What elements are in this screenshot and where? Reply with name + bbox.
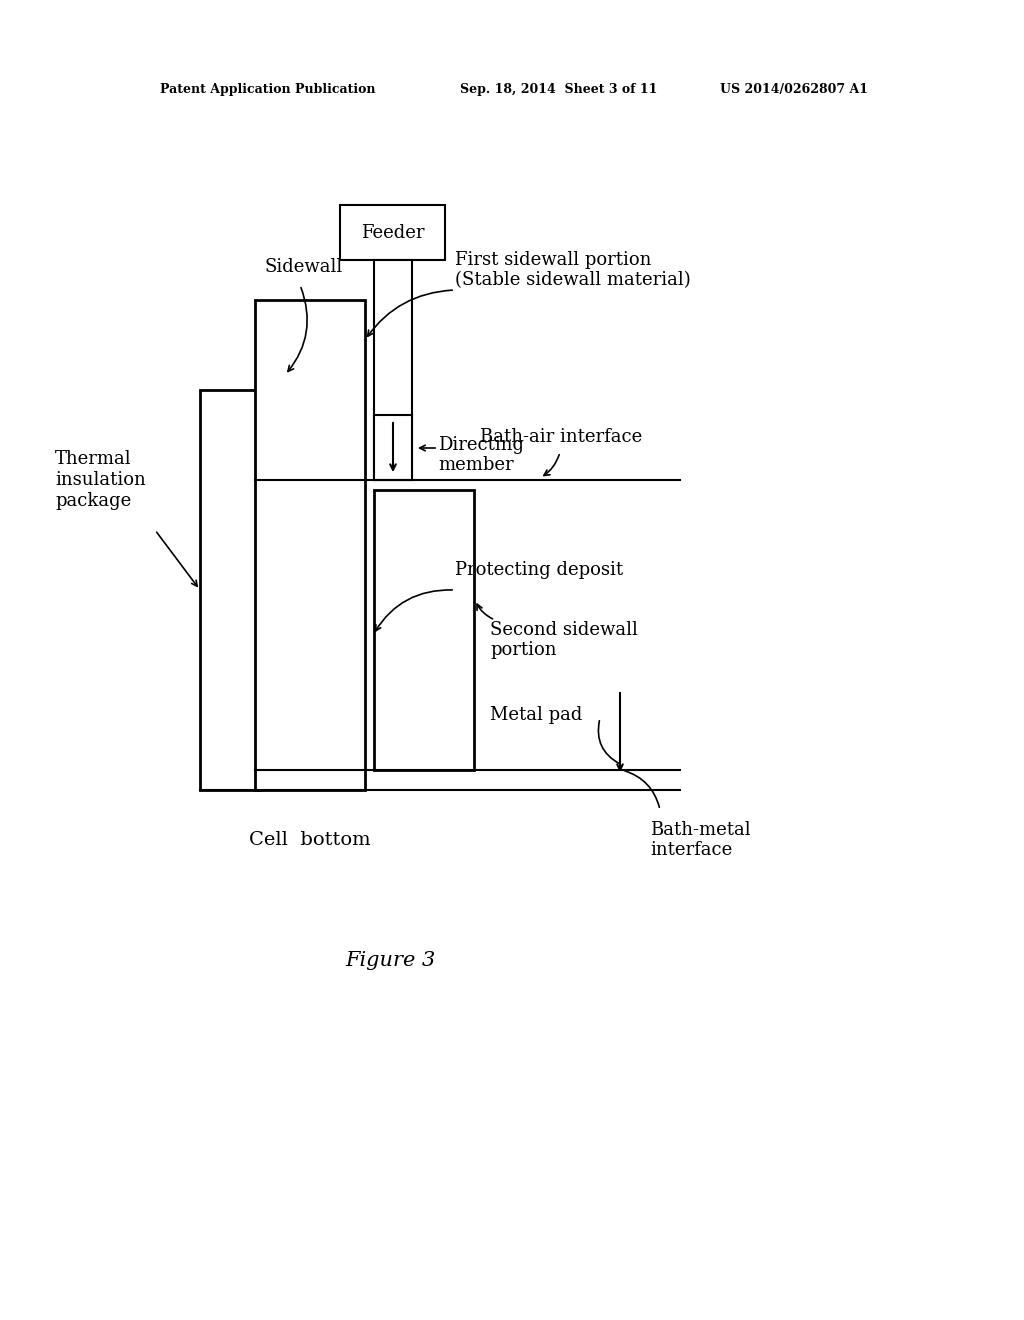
Text: Second sidewall
portion: Second sidewall portion — [490, 620, 638, 660]
Text: Directing
member: Directing member — [438, 436, 524, 474]
Text: Metal pad: Metal pad — [490, 706, 583, 723]
Text: First sidewall portion
(Stable sidewall material): First sidewall portion (Stable sidewall … — [455, 251, 691, 289]
Text: Feeder: Feeder — [360, 223, 424, 242]
Bar — [374, 490, 474, 770]
Text: Cell  bottom: Cell bottom — [249, 832, 371, 849]
Text: Figure 3: Figure 3 — [345, 950, 435, 969]
Bar — [340, 205, 445, 260]
Text: Protecting deposit: Protecting deposit — [455, 561, 624, 579]
Text: Bath-air interface: Bath-air interface — [480, 428, 642, 446]
Bar — [374, 414, 412, 480]
Text: Sidewall: Sidewall — [265, 257, 343, 276]
Bar — [200, 389, 260, 789]
Text: Sep. 18, 2014  Sheet 3 of 11: Sep. 18, 2014 Sheet 3 of 11 — [460, 83, 657, 96]
Text: Patent Application Publication: Patent Application Publication — [160, 83, 376, 96]
Bar — [374, 260, 412, 480]
Text: Bath-metal
interface: Bath-metal interface — [650, 821, 751, 859]
Bar — [255, 300, 365, 789]
Text: US 2014/0262807 A1: US 2014/0262807 A1 — [720, 83, 868, 96]
Text: Thermal
insulation
package: Thermal insulation package — [55, 450, 145, 510]
